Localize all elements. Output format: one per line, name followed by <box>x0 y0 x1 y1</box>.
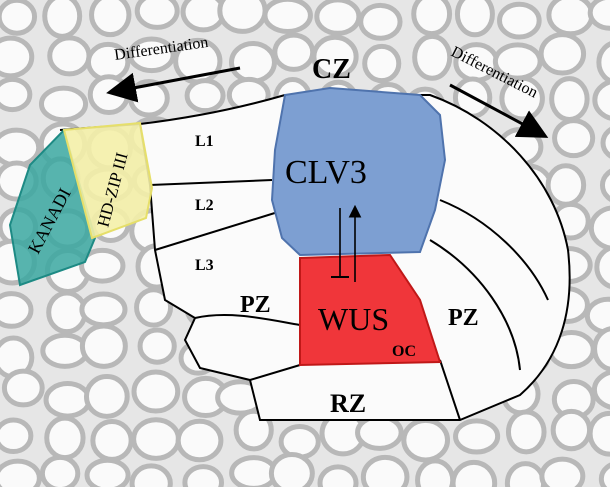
label-l2: L2 <box>195 197 214 214</box>
cell <box>600 127 610 159</box>
cell <box>217 0 268 34</box>
label-cz: CZ <box>312 54 351 85</box>
cell <box>79 323 128 369</box>
label-pz-left: PZ <box>240 292 271 318</box>
cell <box>596 41 610 84</box>
cell <box>549 76 590 122</box>
cell <box>415 458 456 487</box>
cell <box>538 32 587 76</box>
cell <box>89 0 132 38</box>
differentiation-arrow-left <box>106 66 241 103</box>
cell <box>90 419 134 462</box>
cell <box>592 326 610 372</box>
cell <box>311 34 359 79</box>
label-oc: OC <box>392 343 416 360</box>
differentiation-arrow-right <box>449 83 549 138</box>
cell <box>129 463 173 487</box>
cell <box>594 245 610 289</box>
cell <box>454 0 495 38</box>
label-clv3: CLV3 <box>285 154 367 191</box>
cell <box>360 454 410 487</box>
cell <box>131 417 181 461</box>
cell <box>44 415 86 461</box>
cell <box>505 409 547 455</box>
cell <box>411 0 453 37</box>
cell <box>131 369 181 414</box>
cell <box>591 369 610 410</box>
cell <box>137 327 177 365</box>
label-l1: L1 <box>195 133 214 150</box>
cell <box>588 205 610 251</box>
cell <box>134 0 180 30</box>
cell <box>38 85 89 123</box>
cell <box>412 33 453 81</box>
cell <box>587 0 610 31</box>
cell <box>1 368 45 408</box>
cell <box>134 287 174 328</box>
cell <box>83 374 130 419</box>
cell <box>546 0 595 37</box>
cell <box>401 417 451 463</box>
cell <box>545 163 587 207</box>
cell <box>539 456 586 487</box>
cell <box>184 78 226 114</box>
cell <box>228 40 277 84</box>
cell <box>598 462 610 487</box>
cell <box>40 332 90 369</box>
hdzip-region <box>62 121 154 240</box>
cell <box>0 0 38 36</box>
cell <box>0 417 34 455</box>
cell <box>317 464 359 487</box>
cell <box>79 291 128 328</box>
cell <box>79 247 126 284</box>
cell <box>450 459 498 487</box>
cell <box>453 418 501 455</box>
label-rz: RZ <box>330 389 366 418</box>
label-l3: L3 <box>195 257 214 274</box>
cell <box>497 1 542 40</box>
label-wus: WUS <box>318 301 389 337</box>
cell <box>592 79 610 121</box>
cell <box>84 457 131 487</box>
wus-region <box>299 253 442 367</box>
cell <box>46 290 88 335</box>
cell <box>268 452 315 487</box>
cell <box>272 32 316 72</box>
inner-lines <box>149 179 549 421</box>
cell <box>182 464 225 487</box>
cell <box>39 454 81 487</box>
cell <box>0 127 42 168</box>
cell <box>314 0 362 36</box>
cell <box>175 418 224 463</box>
cell <box>362 43 402 84</box>
cell <box>0 291 34 329</box>
cell <box>42 0 83 39</box>
cell <box>0 35 35 79</box>
cell <box>552 118 596 159</box>
cell <box>87 74 131 116</box>
cell <box>599 168 610 202</box>
cell <box>355 414 404 451</box>
cell <box>587 410 610 457</box>
cell <box>47 35 92 77</box>
label-pz-right: PZ <box>448 305 479 331</box>
cell <box>262 0 313 34</box>
cell <box>0 458 42 487</box>
cell <box>550 408 593 452</box>
clv3-region <box>270 86 447 257</box>
cell <box>0 76 33 113</box>
cell <box>504 461 547 487</box>
cell <box>127 36 176 74</box>
cell <box>358 2 403 41</box>
cell <box>180 0 227 33</box>
cell <box>43 381 92 419</box>
